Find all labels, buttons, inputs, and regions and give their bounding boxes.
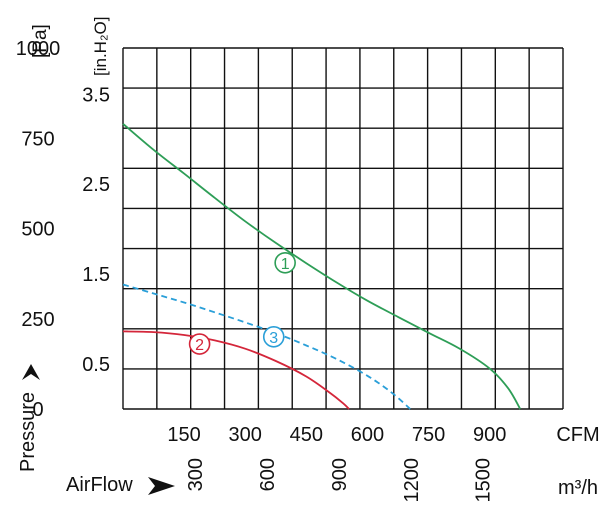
y-tick-inh2o: 2.5 — [82, 174, 110, 196]
curve-2 — [122, 330, 350, 410]
y-tick-pa: 250 — [21, 309, 54, 331]
x-tick-cfm: 450 — [290, 424, 323, 446]
x-tick-cfm: 300 — [229, 424, 262, 446]
y-unit-pa-label: [Pa] — [30, 24, 51, 58]
y-tick-inh2o: 3.5 — [82, 84, 110, 106]
y-tick-pa: 500 — [21, 219, 54, 241]
y-axis-arrow-icon — [22, 364, 40, 380]
curve-marker-label: 3 — [269, 330, 278, 347]
curve-marker-circle — [274, 251, 296, 274]
y-tick-pa: 0 — [32, 399, 43, 421]
x-tick-cfm: 900 — [473, 424, 506, 446]
chart-grid — [122, 47, 564, 410]
x-tick-m3h: 600 — [257, 458, 279, 491]
curve-marker-circle — [262, 325, 285, 348]
x-tick-cfm: 600 — [351, 424, 384, 446]
x-unit-cfm-label: CFM — [556, 424, 599, 446]
x-tick-m3h: 1500 — [473, 458, 495, 503]
x-unit-m3h-label: m³/h — [558, 477, 598, 499]
y-tick-pa: 1000 — [16, 38, 61, 60]
x-axis-label: AirFlow — [66, 474, 133, 496]
x-axis-arrow-icon — [148, 477, 175, 495]
x-tick-m3h: 1200 — [401, 458, 423, 503]
curve-marker-label: 1 — [281, 256, 290, 273]
curve-3 — [122, 283, 411, 410]
curve-marker-circle — [188, 333, 211, 355]
y-axis-label: Pressure — [17, 392, 39, 472]
x-tick-cfm: 150 — [167, 424, 200, 446]
tick-labels: 0 250 500 750 1000 0.5 1.5 2.5 3.5 150 300 450 600 75… — [16, 38, 507, 503]
y-tick-inh2o: 1.5 — [82, 264, 110, 286]
x-tick-cfm: 750 — [412, 424, 445, 446]
chart-curves: 1 2 3 — [122, 123, 521, 410]
curve-1 — [122, 123, 521, 410]
curve-marker-label: 2 — [195, 337, 204, 354]
y-unit-inh2o-label: [in.H₂O] — [91, 17, 110, 77]
x-tick-m3h: 300 — [185, 458, 207, 491]
x-tick-m3h: 900 — [329, 458, 351, 491]
y-tick-pa: 750 — [21, 128, 54, 150]
y-tick-inh2o: 0.5 — [82, 354, 110, 376]
